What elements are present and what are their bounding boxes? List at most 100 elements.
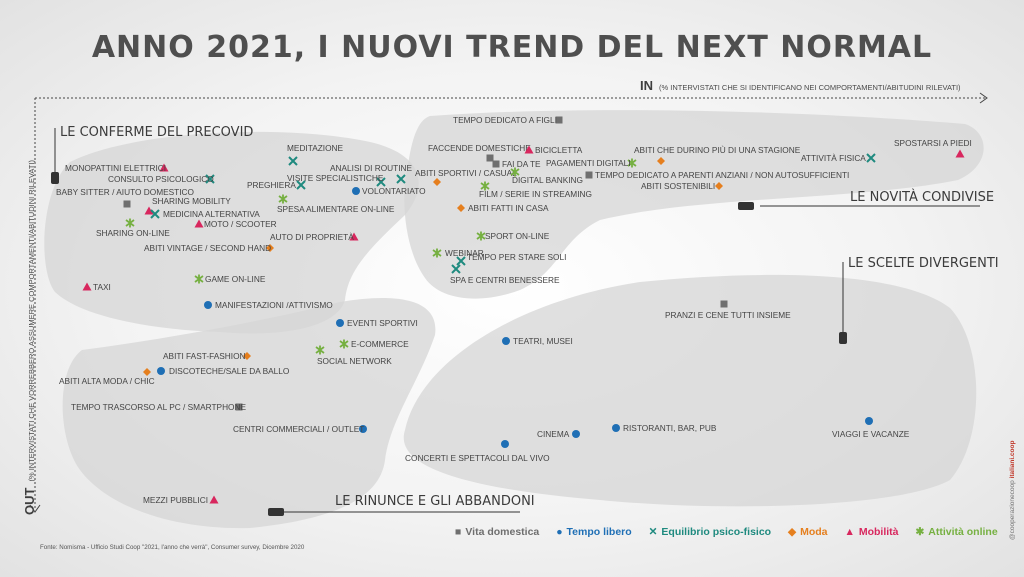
point-label: ABITI CHE DURINO PIÙ DI UNA STAGIONE bbox=[634, 145, 801, 155]
point-cinema: CINEMA bbox=[537, 429, 580, 439]
marker-circle bbox=[336, 319, 344, 327]
marker-triangle bbox=[144, 206, 154, 215]
point-label: PRANZI E CENE TUTTI INSIEME bbox=[665, 310, 791, 320]
marker-asterisk bbox=[194, 274, 204, 284]
hand-icon-divergenti bbox=[839, 332, 847, 344]
axis-out-arrow bbox=[29, 504, 41, 513]
marker-triangle bbox=[194, 219, 204, 228]
point-label: TEMPO PER STARE SOLI bbox=[467, 252, 566, 262]
point-label: MEDICINA ALTERNATIVA bbox=[163, 209, 260, 219]
point-film-serie-in-streaming: FILM / SERIE IN STREAMING bbox=[479, 181, 592, 199]
marker-circle bbox=[359, 425, 367, 433]
axis-in-word: IN bbox=[640, 78, 653, 93]
point-consulto-psicologico: CONSULTO PSICOLOGICO bbox=[108, 174, 215, 184]
point-label: SHARING MOBILITY bbox=[152, 196, 231, 206]
point-spostarsi-a-piedi: SPOSTARSI A PIEDI bbox=[894, 138, 972, 158]
point-ristoranti-bar-pub: RISTORANTI, BAR, PUB bbox=[612, 423, 717, 433]
marker-square bbox=[585, 171, 593, 179]
point-centri-commerciali-outlet: CENTRI COMMERCIALI / OUTLET bbox=[233, 424, 367, 434]
point-label: MOTO / SCOOTER bbox=[204, 219, 277, 229]
point-preghiera: PREGHIERA bbox=[247, 180, 306, 190]
point-abiti-sportivi-casual: ABITI SPORTIVI / CASUAL bbox=[415, 168, 517, 186]
point-manifestazioni-attivismo: MANIFESTAZIONI /ATTIVISMO bbox=[204, 300, 333, 310]
marker-diamond bbox=[457, 204, 465, 212]
legend-item-online: ✱ Attività online bbox=[915, 526, 997, 538]
cluster-blob-divergenti bbox=[403, 274, 977, 507]
point-spesa-alimentare-on-line: SPESA ALIMENTARE ON-LINE bbox=[277, 194, 395, 214]
point-abiti-alta-moda-chic: ABITI ALTA MODA / CHIC bbox=[59, 368, 155, 386]
legend: ■ Vita domestica ● Tempo libero ✕ Equilibri… bbox=[455, 526, 1012, 538]
point-eventi-sportivi: EVENTI SPORTIVI bbox=[336, 318, 418, 328]
point-label: MEDITAZIONE bbox=[287, 143, 344, 153]
point-taxi: TAXI bbox=[82, 282, 111, 292]
point-label: AUTO DI PROPRIETÀ bbox=[270, 232, 354, 242]
credit-handle: @cooperazionecoop bbox=[1009, 480, 1016, 540]
marker-x bbox=[451, 264, 461, 274]
marker-diamond bbox=[143, 368, 151, 376]
point-pagamenti-digitali: PAGAMENTI DIGITALI bbox=[546, 158, 637, 168]
marker-circle bbox=[612, 424, 620, 432]
point-label: SOCIAL NETWORK bbox=[317, 356, 392, 366]
marker-triangle bbox=[524, 145, 534, 154]
cluster-label-precovid: LE CONFERME DEL PRECOVID bbox=[60, 125, 253, 140]
diamond-icon: ◆ bbox=[788, 526, 797, 538]
axis-in-label: IN (% INTERVISTATI CHE SI IDENTIFICANO NE… bbox=[640, 78, 961, 93]
cluster-label-condivise: LE NOVITÀ CONDIVISE bbox=[850, 189, 994, 205]
point-label: FAI DA TE bbox=[502, 159, 541, 169]
cluster-label-rinunce: LE RINUNCE E GLI ABBANDONI bbox=[335, 494, 535, 509]
marker-asterisk bbox=[278, 194, 288, 204]
marker-diamond bbox=[243, 352, 251, 360]
marker-asterisk bbox=[476, 231, 486, 241]
marker-asterisk bbox=[480, 181, 490, 191]
point-tempo-dedicato-a-parenti-anziani-non-autosufficienti: TEMPO DEDICATO A PARENTI ANZIANI / NON A… bbox=[585, 170, 849, 180]
marker-square bbox=[720, 300, 728, 308]
point-label: SPOSTARSI A PIEDI bbox=[894, 138, 972, 148]
marker-circle bbox=[502, 337, 510, 345]
cluster-blob-precovid bbox=[44, 131, 419, 334]
square-icon: ■ bbox=[455, 526, 462, 538]
axis-in-text: (% INTERVISTATI CHE SI IDENTIFICANO NEI … bbox=[659, 83, 961, 92]
marker-asterisk bbox=[627, 158, 637, 168]
legend-item-tempo: ● Tempo libero bbox=[556, 526, 632, 538]
point-label: SHARING ON-LINE bbox=[96, 228, 170, 238]
point-viaggi-e-vacanze: VIAGGI E VACANZE bbox=[832, 417, 910, 439]
point-monopattini-elettrici: MONOPATTINI ELETTRICI bbox=[65, 163, 169, 173]
marker-circle bbox=[501, 440, 509, 448]
point-baby-sitter-aiuto-domestico: BABY SITTER / AIUTO DOMESTICO bbox=[56, 187, 195, 208]
marker-asterisk bbox=[315, 345, 325, 355]
marker-square bbox=[486, 154, 494, 162]
point-medicina-alternativa: MEDICINA ALTERNATIVA bbox=[150, 209, 260, 219]
point-abiti-sostenibili: ABITI SOSTENIBILI bbox=[641, 181, 723, 191]
point-mezzi-pubblici: MEZZI PUBBLICI bbox=[143, 495, 219, 505]
point-label: PAGAMENTI DIGITALI bbox=[546, 158, 631, 168]
point-volontariato: VOLONTARIATO bbox=[352, 186, 426, 196]
point-moto-scooter: MOTO / SCOOTER bbox=[194, 219, 277, 229]
point-pranzi-e-cene-tutti-insieme: PRANZI E CENE TUTTI INSIEME bbox=[665, 300, 791, 320]
point-faccende-domestiche: FACCENDE DOMESTICHE bbox=[428, 143, 531, 162]
point-label: GAME ON-LINE bbox=[205, 274, 266, 284]
point-abiti-fatti-in-casa: ABITI FATTI IN CASA bbox=[457, 203, 549, 213]
point-digital-banking: DIGITAL BANKING bbox=[510, 167, 583, 185]
marker-triangle bbox=[955, 149, 965, 158]
point-label: VISITE SPECIALISTICHE bbox=[287, 173, 384, 183]
point-spa-e-centri-benessere: SPA E CENTRI BENESSERE bbox=[450, 264, 560, 285]
legend-item-moda: ◆ Moda bbox=[788, 526, 828, 538]
point-label: DISCOTECHE/SALE DA BALLO bbox=[169, 366, 290, 376]
point-sport-on-line: SPORT ON-LINE bbox=[476, 231, 550, 241]
hand-icon-rinunce bbox=[268, 508, 284, 516]
legend-label: Moda bbox=[800, 526, 828, 538]
pointing-hand-icons bbox=[51, 172, 847, 516]
point-label: ABITI FAST-FASHION bbox=[163, 351, 246, 361]
marker-x bbox=[288, 156, 298, 166]
point-abiti-fast-fashion: ABITI FAST-FASHION bbox=[163, 351, 251, 361]
legend-label: Tempo libero bbox=[566, 526, 632, 538]
marker-square bbox=[235, 403, 243, 411]
point-sharing-on-line: SHARING ON-LINE bbox=[96, 218, 170, 238]
point-label: SPORT ON-LINE bbox=[485, 231, 550, 241]
circle-icon: ● bbox=[556, 526, 563, 538]
axes bbox=[29, 92, 988, 513]
point-label: BICICLETTA bbox=[535, 145, 583, 155]
legend-label: Mobilità bbox=[858, 526, 899, 538]
